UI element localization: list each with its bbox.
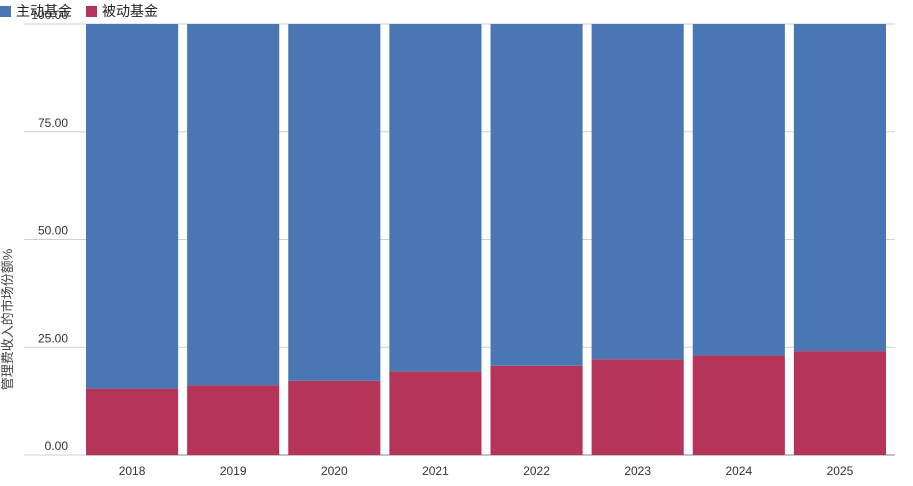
bar-active-2019 (187, 24, 280, 386)
y-tick-label: 0.00 (45, 439, 69, 453)
bar-passive-2022 (490, 365, 583, 455)
legend-label-active: 主动基金 (16, 3, 72, 19)
bar-active-2018 (86, 24, 179, 389)
bar-passive-2020 (288, 380, 381, 455)
bar-passive-2019 (187, 385, 280, 455)
bar-passive-2018 (86, 388, 179, 455)
x-tick-label: 2024 (725, 464, 752, 478)
legend-label-passive: 被动基金 (102, 3, 158, 19)
bar-passive-2025 (793, 351, 886, 455)
legend-item-passive: 被动基金 (86, 1, 158, 21)
x-tick-label: 2019 (220, 464, 247, 478)
legend-swatch-passive (86, 5, 97, 17)
bar-active-2023 (591, 24, 684, 360)
chart-legend: 主动基金 被动基金 (0, 0, 158, 22)
bar-passive-2024 (692, 355, 785, 455)
legend-swatch-active (0, 5, 11, 17)
y-tick-label: 50.00 (38, 224, 68, 238)
x-tick-label: 2023 (624, 464, 651, 478)
bar-active-2022 (490, 24, 583, 366)
x-tick-label: 2022 (523, 464, 550, 478)
bar-passive-2023 (591, 359, 684, 455)
bar-passive-2021 (389, 371, 482, 455)
legend-item-active: 主动基金 (0, 1, 72, 21)
y-tick-label: 25.00 (38, 331, 68, 345)
bar-active-2020 (288, 24, 381, 381)
y-tick-label: 100.00 (31, 8, 68, 22)
x-tick-label: 2025 (827, 464, 854, 478)
x-tick-label: 2021 (422, 464, 449, 478)
x-tick-label: 2020 (321, 464, 348, 478)
y-tick-label: 75.00 (38, 116, 68, 130)
y-axis-title: 管理费收入的市场份额% (0, 248, 15, 390)
bar-active-2024 (692, 24, 785, 356)
bar-active-2025 (793, 24, 886, 352)
bar-active-2021 (389, 24, 482, 372)
x-tick-label: 2018 (119, 464, 146, 478)
